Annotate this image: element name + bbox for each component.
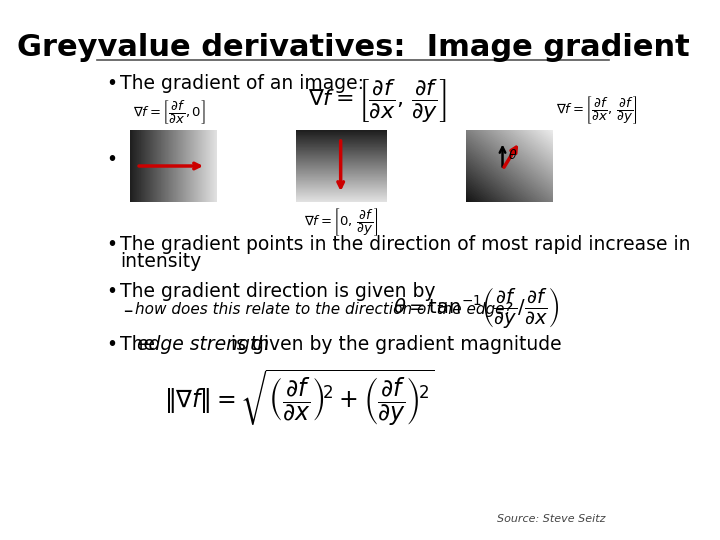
Text: $\nabla f = \left[0,\, \dfrac{\partial f}{\partial y}\right]$: $\nabla f = \left[0,\, \dfrac{\partial f… (304, 206, 378, 238)
Text: how does this relate to the direction of the edge?: how does this relate to the direction of… (135, 302, 512, 317)
Text: Source: Steve Seitz: Source: Steve Seitz (498, 514, 606, 524)
Text: –: – (123, 302, 132, 321)
Text: •: • (107, 74, 118, 93)
Text: $\theta = \tan^{-1}\!\left(\dfrac{\partial f}{\partial y}/\dfrac{\partial f}{\pa: $\theta = \tan^{-1}\!\left(\dfrac{\parti… (393, 285, 559, 330)
Text: edge strength: edge strength (137, 335, 269, 354)
Text: The: The (120, 335, 161, 354)
Text: $\nabla f = \left[\dfrac{\partial f}{\partial x},\, \dfrac{\partial f}{\partial : $\nabla f = \left[\dfrac{\partial f}{\pa… (556, 94, 638, 126)
Text: The gradient direction is given by: The gradient direction is given by (120, 282, 436, 301)
Text: •: • (107, 282, 118, 301)
Text: Greyvalue derivatives:  Image gradient: Greyvalue derivatives: Image gradient (17, 33, 689, 62)
Text: intensity: intensity (120, 252, 201, 271)
Text: •: • (107, 150, 118, 169)
Text: is given by the gradient magnitude: is given by the gradient magnitude (225, 335, 562, 354)
Text: $\|\nabla f\| = \sqrt{\left(\dfrac{\partial f}{\partial x}\right)^{\!2} + \left(: $\|\nabla f\| = \sqrt{\left(\dfrac{\part… (164, 368, 435, 429)
Text: •: • (107, 235, 118, 254)
Text: The gradient of an image:: The gradient of an image: (120, 74, 364, 93)
Text: $\theta$: $\theta$ (508, 148, 518, 162)
Text: The gradient points in the direction of most rapid increase in: The gradient points in the direction of … (120, 235, 690, 254)
Text: •: • (107, 335, 118, 354)
Text: $\nabla f = \left[\dfrac{\partial f}{\partial x}, 0\right]$: $\nabla f = \left[\dfrac{\partial f}{\pa… (133, 98, 206, 126)
Text: $\nabla f = \left[\dfrac{\partial f}{\partial x},\, \dfrac{\partial f}{\partial : $\nabla f = \left[\dfrac{\partial f}{\pa… (308, 77, 447, 124)
